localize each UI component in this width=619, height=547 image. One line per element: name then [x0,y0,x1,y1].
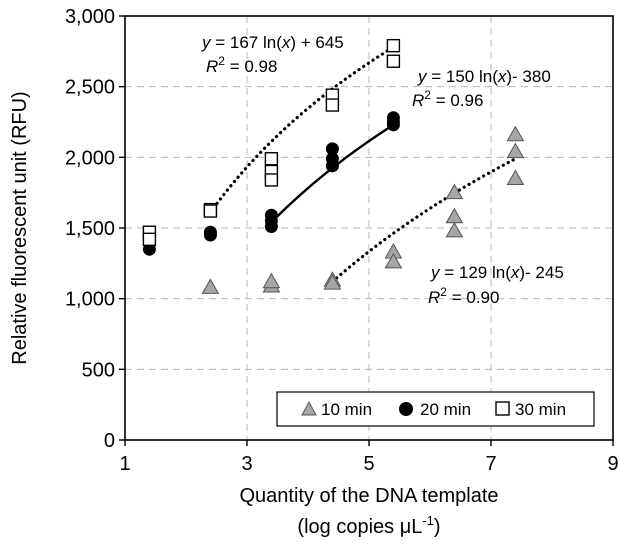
x-axis-title-units: (log copies μL-1) [297,513,440,538]
trendline-30min [208,45,395,215]
x-axis-title: Quantity of the DNA template [239,485,498,507]
y-tick-label: 0 [104,430,115,452]
equation-10min: y = 129 ln(x)- 245 [430,263,564,282]
tick-layer: 1 3 5 7 9 0 500 1,000 1,500 2,000 2,500 3,000 [65,6,619,475]
data-point-20min [264,220,278,234]
x-tick-label: 1 [119,453,130,475]
data-point-20min [386,118,400,132]
data-point-20min [325,159,339,173]
data-point-30min [264,152,279,166]
legend: 10 min 20 min 30 min [276,391,595,427]
data-point-10min [445,221,464,238]
data-point-30min [264,173,279,187]
grid-layer [125,16,613,440]
data-point-10min [323,274,342,290]
x-tick-label: 3 [241,453,252,475]
data-point-20min [325,142,339,156]
data-point-30min [386,54,401,68]
x-tick-label: 7 [485,453,496,475]
data-point-10min [262,272,281,289]
legend-marker-10min [301,400,317,416]
legend-label-10min: 10 min [321,400,372,419]
data-point-30min [203,204,218,218]
trendline-20min [270,123,395,224]
data-point-10min [445,207,464,224]
data-point-10min [201,278,220,294]
data-point-20min [203,228,217,242]
data-point-30min [386,38,401,53]
data-point-10min [506,125,525,142]
legend-marker-20min [399,402,413,416]
legend-marker-30min [495,401,510,416]
trendline-10min [330,157,517,284]
data-point-10min [384,252,403,269]
y-tick-label: 2,500 [65,77,115,99]
y-tick-label: 1,000 [65,289,115,311]
legend-label-30min: 30 min [515,400,566,419]
data-point-30min [325,98,340,112]
x-tick-label: 5 [363,453,374,475]
data-point-10min [506,142,525,159]
r2-10min: R2 = 0.90 [428,285,499,307]
r2-20min: R2 = 0.96 [412,88,483,110]
y-tick-label: 1,500 [65,218,115,240]
y-axis-title: Relative fluorescent unit (RFU) [9,91,31,364]
data-point-30min [142,232,157,247]
data-point-layer [142,38,525,294]
legend-box [276,391,595,427]
data-point-10min [445,183,464,200]
y-tick-label: 2,000 [65,147,115,169]
equation-20min: y = 150 ln(x)- 380 [417,67,551,86]
equation-30min: y = 167 ln(x) + 645 [201,33,344,52]
legend-label-20min: 20 min [420,400,471,419]
x-tick-label: 9 [607,453,618,475]
data-point-10min [506,169,525,186]
y-tick-label: 3,000 [65,6,115,28]
y-tick-label: 500 [82,359,115,381]
r2-30min: R2 = 0.98 [206,54,277,76]
